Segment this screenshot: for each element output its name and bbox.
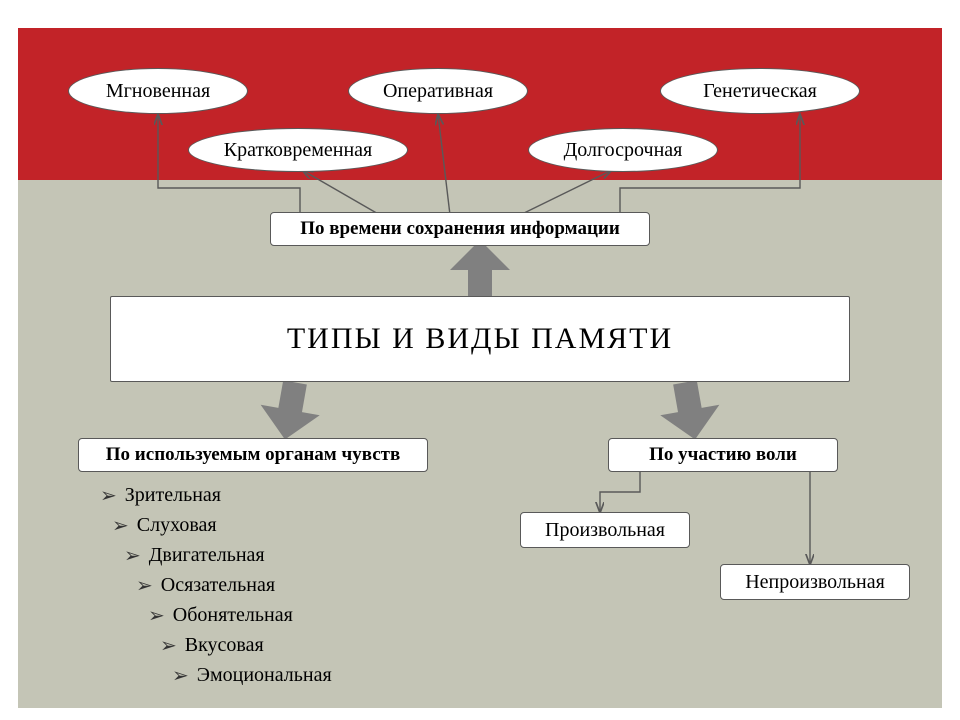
sense-list-label: Двигательная xyxy=(149,544,265,567)
time-node-instant: Мгновенная xyxy=(68,68,248,114)
sense-list-label: Вкусовая xyxy=(185,634,264,657)
time-node-label: Кратковременная xyxy=(224,139,372,162)
time-node-genetic: Генетическая xyxy=(660,68,860,114)
time-node-short-term: Кратковременная xyxy=(188,128,408,172)
will-node-voluntary: Произвольная xyxy=(520,512,690,548)
sense-list-label: Обонятельная xyxy=(173,604,293,627)
sense-list-label: Слуховая xyxy=(137,514,217,537)
category-label: По времени сохранения информации xyxy=(300,218,620,240)
category-by-sense: По используемым органам чувств xyxy=(78,438,428,472)
sense-list-item: Двигательная xyxy=(124,540,332,570)
sense-list: Зрительная Слуховая Двигательная Осязательн… xyxy=(100,480,332,690)
will-node-label: Непроизвольная xyxy=(745,571,885,594)
category-by-will: По участию воли xyxy=(608,438,838,472)
category-by-time: По времени сохранения информации xyxy=(270,212,650,246)
time-node-label: Долгосрочная xyxy=(564,139,683,162)
will-node-label: Произвольная xyxy=(545,519,665,542)
category-label: По используемым органам чувств xyxy=(106,444,400,466)
sense-list-item: Вкусовая xyxy=(160,630,332,660)
main-title-box: ТИПЫ И ВИДЫ ПАМЯТИ xyxy=(110,296,850,382)
sense-list-label: Осязательная xyxy=(161,574,275,597)
sense-list-item: Зрительная xyxy=(100,480,332,510)
sense-list-label: Эмоциональная xyxy=(197,664,332,687)
category-label: По участию воли xyxy=(649,444,797,466)
time-node-label: Мгновенная xyxy=(106,80,210,103)
sense-list-item: Эмоциональная xyxy=(172,660,332,690)
time-node-operative: Оперативная xyxy=(348,68,528,114)
sense-list-item: Осязательная xyxy=(136,570,332,600)
sense-list-item: Обонятельная xyxy=(148,600,332,630)
sense-list-item: Слуховая xyxy=(112,510,332,540)
time-node-long-term: Долгосрочная xyxy=(528,128,718,172)
main-title: ТИПЫ И ВИДЫ ПАМЯТИ xyxy=(287,322,673,356)
sense-list-label: Зрительная xyxy=(125,484,221,507)
time-node-label: Оперативная xyxy=(383,80,493,103)
will-node-involuntary: Непроизвольная xyxy=(720,564,910,600)
time-node-label: Генетическая xyxy=(703,80,817,103)
